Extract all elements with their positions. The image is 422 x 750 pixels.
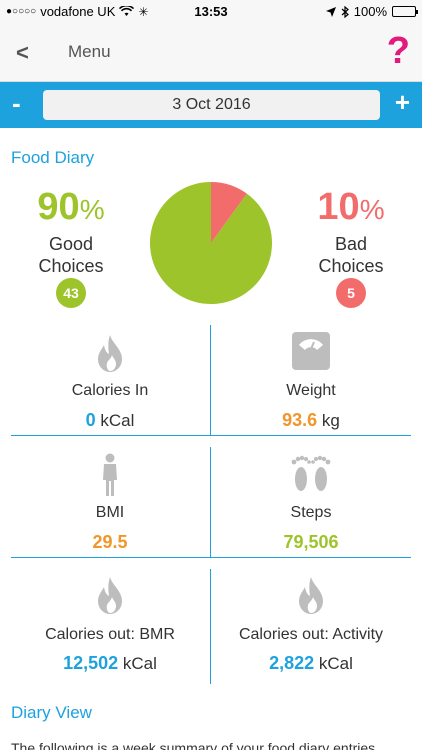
next-day-button[interactable]: + <box>394 87 410 117</box>
calories-in-number: 0 <box>85 410 96 430</box>
calories-bmr-value: 12,502 kCal <box>10 653 210 674</box>
bad-percent-sign: % <box>359 194 385 225</box>
status-bar: ●○○○○ vodafone UK ✳ 13:53 100% <box>0 0 422 24</box>
status-left: ●○○○○ vodafone UK ✳ <box>6 4 148 19</box>
bad-choices-count-badge: 5 <box>336 278 366 308</box>
bad-percent-value: 10 <box>317 186 360 228</box>
calories-in-unit: kCal <box>100 411 135 430</box>
signal-strength-icon: ●○○○○ <box>6 6 37 17</box>
steps-cell[interactable]: Steps 79,506 <box>211 447 411 557</box>
steps-label: Steps <box>290 504 332 521</box>
grid-divider <box>210 325 211 435</box>
calories-activity-unit: kCal <box>318 654 353 673</box>
status-time: 13:53 <box>194 4 228 19</box>
back-button[interactable]: < <box>16 40 29 65</box>
previous-day-button[interactable]: - <box>12 88 21 118</box>
activity-spinner-icon: ✳ <box>138 4 149 19</box>
date-field[interactable]: 3 Oct 2016 <box>43 90 380 120</box>
carrier-name: vodafone UK <box>40 4 116 19</box>
calories-activity-value: 2,822 kCal <box>211 653 411 674</box>
bmi-number: 29.5 <box>92 532 128 552</box>
calories-activity-cell[interactable]: Calories out: Activity 2,822 kCal <box>211 569 411 684</box>
bad-label-line1: Bad <box>334 234 368 254</box>
steps-number: 79,506 <box>283 532 339 552</box>
good-choices-count-badge: 43 <box>56 278 86 308</box>
person-icon <box>103 453 117 496</box>
calories-in-label: Calories In <box>71 382 149 399</box>
scale-icon <box>292 332 330 370</box>
bad-choices-label: Bad Choices <box>286 233 416 277</box>
weight-value: 93.6 kg <box>211 410 411 431</box>
flame-icon <box>98 335 122 372</box>
bmi-value: 29.5 <box>10 532 210 553</box>
calories-bmr-number: 12,502 <box>63 653 119 673</box>
flame-icon <box>299 577 323 614</box>
good-percent-value: 90 <box>37 186 80 228</box>
weight-cell[interactable]: Weight 93.6 kg <box>211 325 411 435</box>
help-button[interactable]: ? <box>386 30 410 72</box>
good-choices-percent: 90% <box>6 186 136 229</box>
bluetooth-icon <box>341 5 349 18</box>
calories-activity-number: 2,822 <box>269 653 315 673</box>
good-label-line2: Choices <box>38 256 104 276</box>
calories-in-cell[interactable]: Calories In 0 kCal <box>10 325 210 435</box>
good-choices-label: Good Choices <box>6 233 136 277</box>
flame-icon <box>98 577 122 614</box>
calories-in-value: 0 kCal <box>10 410 210 431</box>
weight-label: Weight <box>286 382 336 399</box>
good-percent-sign: % <box>79 194 105 225</box>
nav-bar: < Menu ? <box>0 24 422 82</box>
weight-unit: kg <box>321 411 340 430</box>
bmi-cell[interactable]: BMI 29.5 <box>10 447 210 557</box>
choices-pie-chart <box>150 182 272 304</box>
date-bar: - 3 Oct 2016 + <box>0 82 422 128</box>
food-diary-title: Food Diary <box>11 148 95 167</box>
grid-divider <box>11 435 411 436</box>
pie-slice-bad-choices <box>211 182 247 243</box>
steps-value: 79,506 <box>211 532 411 553</box>
calories-bmr-unit: kCal <box>122 654 157 673</box>
bad-choices-percent: 10% <box>286 186 416 229</box>
grid-divider <box>210 447 211 557</box>
status-right: 100% <box>325 4 418 19</box>
diary-view-title: Diary View <box>11 703 92 722</box>
bmi-label: BMI <box>95 504 125 521</box>
good-label-line1: Good <box>48 234 94 254</box>
calories-activity-label: Calories out: Activity <box>238 626 384 643</box>
calories-bmr-cell[interactable]: Calories out: BMR 12,502 kCal <box>10 569 210 684</box>
calories-bmr-label: Calories out: BMR <box>45 626 175 643</box>
footprints-icon <box>291 455 331 491</box>
nav-title[interactable]: Menu <box>68 42 111 61</box>
grid-divider <box>11 557 411 558</box>
battery-percent: 100% <box>353 4 387 19</box>
location-arrow-icon <box>325 6 336 17</box>
weight-number: 93.6 <box>282 410 318 430</box>
diary-view-description: The following is a week summary of your … <box>11 740 376 750</box>
battery-icon <box>392 6 418 17</box>
grid-divider <box>210 569 211 684</box>
wifi-icon <box>119 6 135 16</box>
bad-label-line2: Choices <box>318 256 384 276</box>
